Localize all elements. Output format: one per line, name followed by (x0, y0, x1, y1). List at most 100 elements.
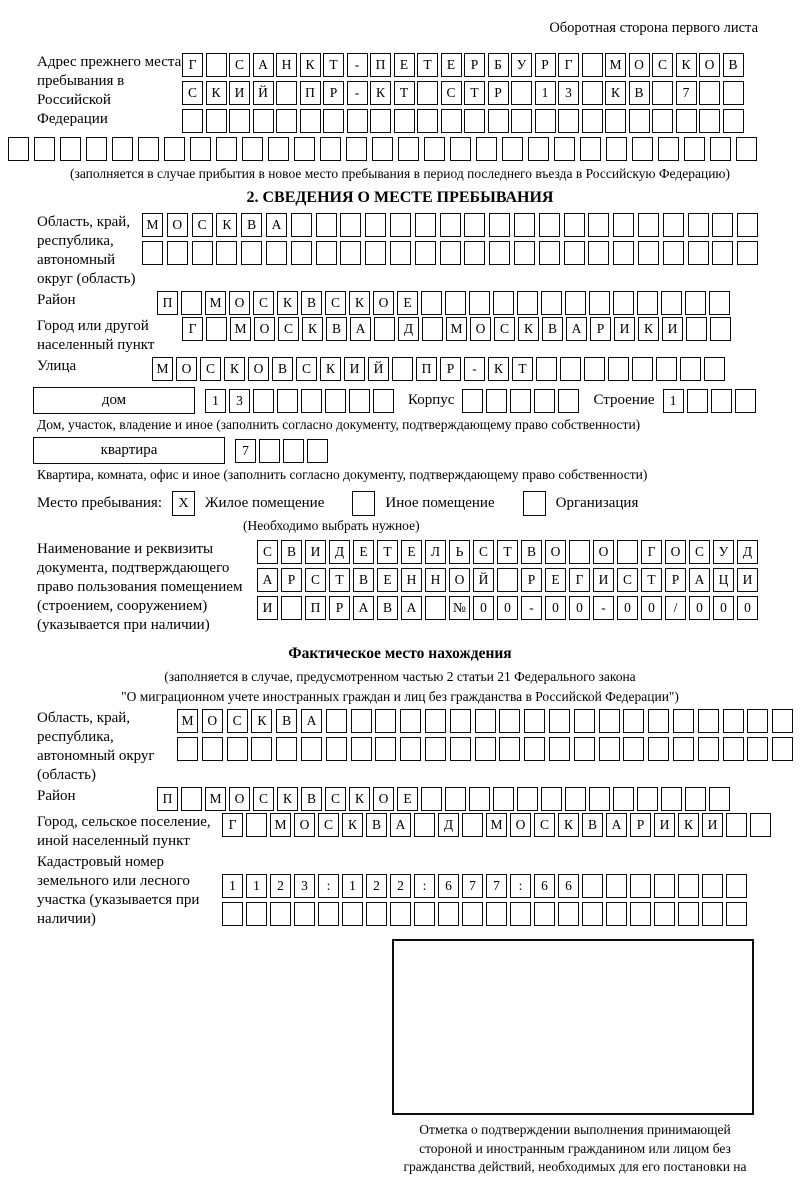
form-cell[interactable] (685, 291, 706, 315)
form-cell[interactable] (630, 874, 651, 898)
form-cell[interactable] (373, 388, 394, 413)
form-cell[interactable] (449, 709, 471, 733)
form-cell[interactable]: С (325, 291, 346, 315)
form-cell[interactable]: 1 (662, 388, 684, 413)
form-cell[interactable] (365, 241, 387, 265)
form-cell[interactable]: С (296, 357, 317, 381)
form-cell[interactable]: 0 (497, 596, 518, 620)
form-cell[interactable] (747, 737, 769, 761)
form-cell[interactable] (511, 109, 532, 133)
form-cell[interactable]: Н (425, 568, 446, 592)
form-cell[interactable]: 3 (229, 388, 250, 413)
form-cell[interactable]: А (350, 317, 371, 341)
form-cell[interactable] (558, 109, 579, 133)
form-cell[interactable] (445, 291, 466, 315)
form-cell[interactable]: О (628, 53, 650, 77)
form-cell[interactable] (476, 137, 497, 161)
form-cell[interactable] (560, 357, 581, 381)
form-cell[interactable] (307, 438, 328, 463)
form-cell[interactable] (726, 813, 747, 837)
form-cell[interactable] (414, 241, 436, 265)
form-cell[interactable] (582, 902, 603, 926)
form-cell[interactable]: Р (590, 317, 611, 341)
form-cell[interactable]: К (638, 317, 659, 341)
form-cell[interactable] (350, 709, 372, 733)
form-cell[interactable] (375, 709, 397, 733)
form-cell[interactable] (554, 137, 575, 161)
form-cell[interactable]: О (229, 291, 250, 315)
form-cell[interactable] (350, 737, 372, 761)
form-cell[interactable] (558, 388, 580, 413)
form-cell[interactable] (375, 737, 397, 761)
form-cell[interactable]: У (511, 53, 532, 77)
form-cell[interactable]: С (278, 317, 299, 341)
form-cell[interactable] (340, 213, 362, 237)
form-cell[interactable]: А (257, 568, 278, 592)
form-cell[interactable] (517, 787, 538, 811)
form-cell[interactable]: Е (397, 787, 418, 811)
form-cell[interactable]: Р (534, 53, 556, 77)
form-cell[interactable]: 0 (737, 596, 758, 620)
form-cell[interactable] (366, 902, 387, 926)
form-cell[interactable] (486, 902, 507, 926)
form-cell[interactable] (290, 241, 312, 265)
form-cell[interactable] (372, 137, 393, 161)
form-cell[interactable]: К (224, 357, 245, 381)
form-cell[interactable]: В (722, 53, 744, 77)
form-cell[interactable] (242, 137, 263, 161)
form-cell[interactable] (253, 388, 274, 413)
form-cell[interactable] (226, 737, 248, 761)
form-cell[interactable]: С (652, 53, 673, 77)
form-cell[interactable] (737, 213, 759, 237)
form-cell[interactable]: М (177, 709, 198, 733)
form-cell[interactable] (584, 357, 605, 381)
form-cell[interactable] (565, 291, 586, 315)
form-cell[interactable]: 1 (222, 874, 243, 898)
form-cell[interactable] (513, 213, 535, 237)
form-cell[interactable] (86, 137, 107, 161)
form-cell[interactable] (563, 213, 585, 237)
form-cell[interactable] (511, 81, 532, 105)
form-cell[interactable]: С (494, 317, 515, 341)
form-cell[interactable] (581, 53, 603, 77)
form-cell[interactable]: В (366, 813, 387, 837)
form-cell[interactable] (450, 137, 471, 161)
form-cell[interactable]: Е (401, 540, 422, 564)
form-cell[interactable] (558, 902, 579, 926)
form-cell[interactable] (588, 213, 610, 237)
form-cell[interactable] (632, 137, 653, 161)
form-cell[interactable] (589, 787, 610, 811)
form-cell[interactable]: П (370, 53, 391, 77)
form-cell[interactable] (630, 902, 651, 926)
form-cell[interactable]: О (248, 357, 269, 381)
form-cell[interactable]: И (257, 596, 278, 620)
form-cell[interactable] (538, 241, 560, 265)
form-cell[interactable] (318, 902, 339, 926)
form-cell[interactable] (565, 787, 586, 811)
form-cell[interactable] (191, 241, 213, 265)
form-cell[interactable]: К (320, 357, 341, 381)
form-cell[interactable] (417, 109, 438, 133)
form-cell[interactable]: 0 (617, 596, 638, 620)
form-cell[interactable] (680, 357, 701, 381)
dom-box[interactable]: дом (33, 387, 195, 414)
form-cell[interactable] (206, 317, 227, 341)
form-cell[interactable]: О (449, 568, 470, 592)
form-cell[interactable] (439, 213, 461, 237)
form-cell[interactable]: 0 (689, 596, 710, 620)
form-cell[interactable] (617, 540, 638, 564)
form-cell[interactable]: К (678, 813, 699, 837)
form-cell[interactable] (582, 874, 603, 898)
form-cell[interactable]: 1 (534, 81, 556, 105)
form-cell[interactable] (623, 737, 645, 761)
form-cell[interactable] (499, 737, 521, 761)
form-cell[interactable]: / (665, 596, 686, 620)
form-cell[interactable] (606, 137, 627, 161)
form-cell[interactable] (524, 709, 546, 733)
form-cell[interactable]: О (294, 813, 315, 837)
form-cell[interactable] (241, 241, 263, 265)
form-cell[interactable] (605, 109, 626, 133)
form-cell[interactable] (502, 137, 523, 161)
form-cell[interactable] (487, 109, 509, 133)
form-cell[interactable]: С (617, 568, 638, 592)
